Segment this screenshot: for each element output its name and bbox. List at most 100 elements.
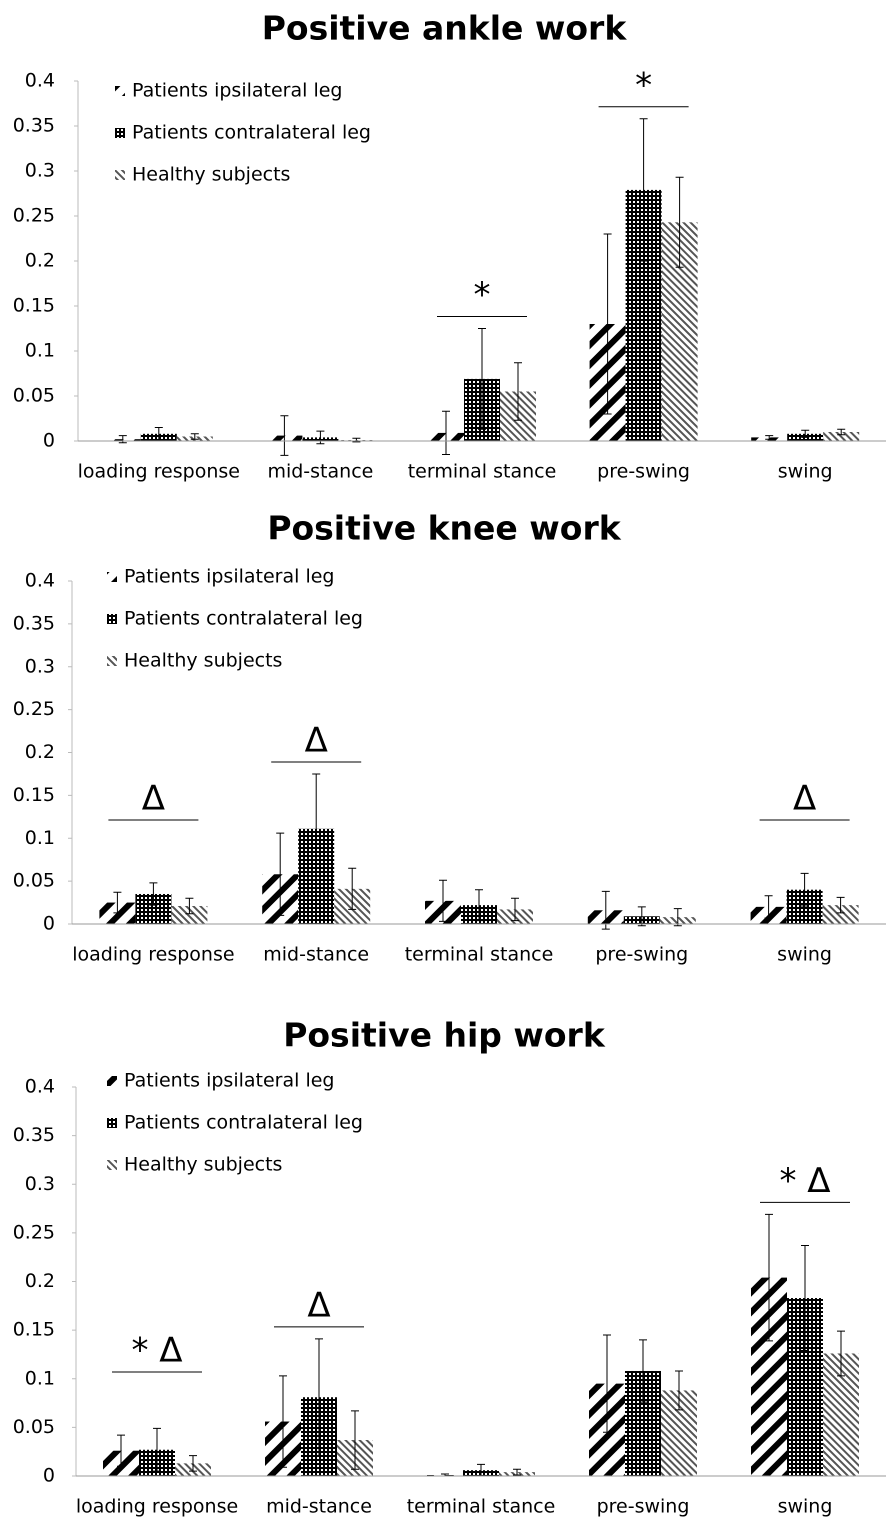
- annotation: *: [474, 275, 491, 315]
- y-tick-label: 0.2: [25, 1270, 55, 1292]
- y-tick-label: 0.4: [25, 70, 55, 92]
- annotation: * Δ: [779, 1161, 830, 1201]
- error-bar: [764, 895, 773, 919]
- error-bar: [442, 410, 450, 455]
- x-tick-label: terminal stance: [407, 1496, 556, 1518]
- y-tick-label: 0.05: [13, 870, 55, 892]
- error-bar: [279, 1375, 287, 1468]
- error-bar: [639, 118, 648, 262]
- x-tick-label: pre-swing: [595, 944, 688, 966]
- chart-title: Positive hip work: [283, 1016, 606, 1055]
- x-tick-label: loading response: [72, 944, 234, 966]
- y-tick-label: 0.3: [25, 160, 55, 182]
- legend-swatch: [107, 614, 117, 624]
- error-bar: [837, 428, 846, 436]
- error-bar: [765, 435, 774, 440]
- error-bar: [315, 1338, 323, 1457]
- bar: [822, 905, 859, 924]
- x-tick-label: pre-swing: [597, 1496, 690, 1518]
- error-bar: [117, 1434, 125, 1467]
- error-bar: [511, 897, 519, 922]
- y-tick-label: 0.15: [13, 295, 55, 317]
- y-tick-label: 0.25: [13, 205, 55, 227]
- x-tick-label: terminal stance: [408, 461, 557, 483]
- annotation: Δ: [793, 779, 816, 819]
- error-bar: [475, 889, 483, 922]
- y-tick-label: 0.15: [13, 1319, 55, 1341]
- y-tick-label: 0.3: [25, 1173, 55, 1195]
- error-bar: [837, 1330, 845, 1377]
- y-tick-label: 0.1: [25, 340, 55, 362]
- legend-label: Healthy subjects: [132, 164, 290, 186]
- annotation: Δ: [305, 720, 328, 760]
- y-tick-label: 0.35: [13, 1124, 55, 1146]
- error-bar: [190, 433, 199, 440]
- legend-swatch: [115, 170, 125, 180]
- error-bar: [149, 882, 158, 906]
- x-tick-label: pre-swing: [597, 461, 690, 483]
- annotation: *: [635, 65, 652, 105]
- legend-swatch: [107, 1076, 117, 1086]
- y-tick-label: 0.4: [25, 570, 55, 592]
- error-bar: [118, 435, 127, 444]
- y-tick-label: 0: [43, 430, 55, 452]
- y-tick-label: 0.15: [13, 784, 55, 806]
- y-tick-label: 0.1: [25, 1367, 55, 1389]
- error-bar: [113, 891, 122, 914]
- error-bar: [348, 867, 357, 910]
- error-bar: [513, 1468, 521, 1476]
- bar: [171, 905, 208, 924]
- error-bar: [675, 1370, 683, 1411]
- error-bar: [801, 429, 810, 438]
- error-bar: [439, 879, 447, 922]
- error-bar: [185, 897, 194, 915]
- y-tick-label: 0.1: [25, 827, 55, 849]
- error-bar: [801, 1245, 809, 1352]
- error-bar: [800, 872, 809, 907]
- error-bar: [603, 1334, 611, 1433]
- x-tick-label: loading response: [78, 461, 240, 483]
- legend-label: Patients ipsilateral leg: [124, 1070, 334, 1092]
- error-bar: [478, 328, 486, 430]
- error-bar: [351, 1410, 359, 1470]
- y-tick-label: 0.05: [13, 1416, 55, 1438]
- chart-title: Positive knee work: [267, 509, 621, 548]
- legend-label: Patients contralateral leg: [124, 608, 363, 630]
- y-tick-label: 0.3: [25, 655, 55, 677]
- legend-swatch: [107, 1160, 117, 1170]
- legend-label: Patients contralateral leg: [132, 122, 371, 144]
- error-bar: [675, 176, 684, 268]
- legend-label: Healthy subjects: [124, 650, 282, 672]
- y-tick-label: 0.25: [13, 1221, 55, 1243]
- error-bar: [153, 1427, 161, 1472]
- annotation: * Δ: [131, 1331, 182, 1371]
- y-tick-label: 0.05: [13, 385, 55, 407]
- error-bar: [189, 1455, 197, 1472]
- error-bar: [154, 427, 163, 441]
- x-tick-label: terminal stance: [405, 944, 554, 966]
- x-tick-label: mid-stance: [267, 461, 373, 483]
- legend-swatch: [107, 572, 117, 582]
- legend-label: Patients contralateral leg: [124, 1112, 363, 1134]
- legend-swatch: [107, 1118, 117, 1128]
- x-tick-label: mid-stance: [263, 944, 369, 966]
- y-tick-label: 0: [43, 1465, 55, 1487]
- x-tick-label: loading response: [76, 1496, 238, 1518]
- error-bar: [276, 832, 285, 916]
- legend-swatch: [107, 656, 117, 666]
- error-bar: [836, 896, 845, 914]
- error-bar: [673, 908, 682, 927]
- x-tick-label: swing: [778, 461, 833, 483]
- y-tick-label: 0.2: [25, 250, 55, 272]
- y-tick-label: 0.35: [13, 115, 55, 137]
- annotation: Δ: [307, 1285, 330, 1325]
- error-bar: [280, 415, 289, 456]
- error-bar: [637, 906, 646, 927]
- chart-title: Positive ankle work: [262, 9, 628, 48]
- error-bar: [639, 1339, 647, 1403]
- error-bar: [514, 362, 522, 421]
- legend-swatch: [115, 128, 125, 138]
- legend-label: Patients ipsilateral leg: [132, 80, 342, 102]
- y-tick-label: 0.2: [25, 741, 55, 763]
- error-bar: [603, 233, 612, 415]
